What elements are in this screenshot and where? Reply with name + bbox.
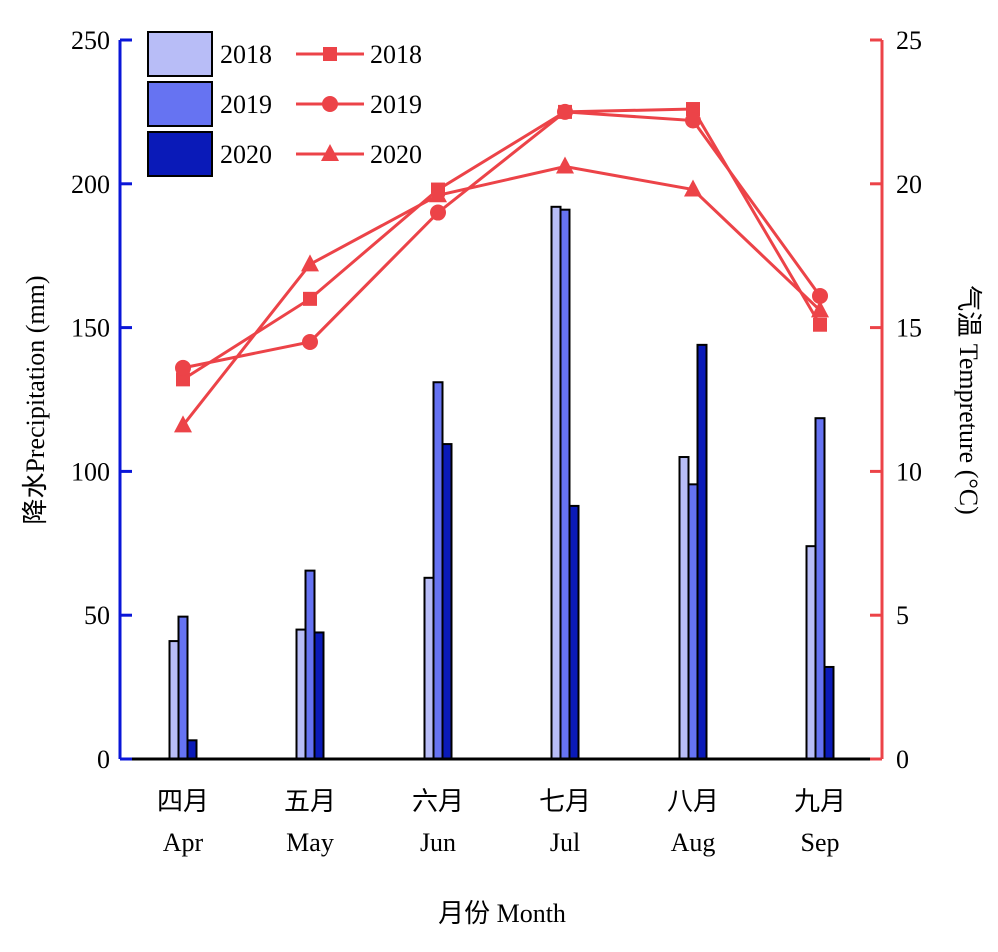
temperature-point-2018-may: [303, 291, 317, 306]
bar-2018-may: [295, 628, 307, 761]
legend-label-line-2018: 2018: [370, 40, 422, 69]
bars-layer: [168, 205, 835, 761]
bar-2020-aug: [696, 343, 708, 760]
legend-marker-2018: [323, 47, 337, 61]
legend: 2018 2019 2020 2018 2019 2020: [147, 31, 422, 177]
axes-layer: 0 50 100 150 200 250 0 5 10 15 20 25 四月 Apr 五月 May 六月 Jun…: [71, 26, 922, 857]
y-right-tick-label-25: 25: [896, 26, 922, 55]
bar-2019-apr: [177, 615, 189, 760]
legend-label-line-2019: 2019: [370, 90, 422, 119]
legend-swatch-bar-2020: [147, 131, 213, 177]
x-tick-label-jul: Jul: [550, 828, 580, 857]
temperature-point-2020-aug: [684, 179, 702, 197]
temperature-line-2019: [182, 110, 822, 370]
legend-label-bar-2020: 2020: [220, 140, 272, 169]
bar-2020-jun: [441, 443, 453, 760]
temperature-point-2020-may: [301, 254, 319, 272]
y-right-tick-label-5: 5: [896, 601, 909, 630]
bar-2020-may: [313, 631, 325, 760]
temperature-point-2019-aug: [685, 112, 701, 129]
legend-swatch-bar-2019: [147, 81, 213, 127]
temperature-point-2019-apr: [175, 359, 191, 376]
bar-2019-aug: [687, 483, 699, 760]
bar-2019-jun: [432, 381, 444, 760]
x-tick-label-cn-sep: 九月: [794, 787, 846, 816]
bar-2018-sep: [805, 545, 817, 761]
y-left-tick-label-50: 50: [84, 601, 110, 630]
temperature-line-2020: [181, 165, 822, 427]
temperature-point-2018-sep: [813, 317, 827, 332]
bar-2018-apr: [168, 640, 180, 760]
y-left-tick-label-150: 150: [71, 314, 110, 343]
temperature-point-2020-apr: [174, 415, 192, 433]
temperature-line-2018: [182, 107, 822, 381]
x-tick-label-cn-jun: 六月: [412, 787, 464, 816]
temperature-point-2020-sep: [811, 300, 829, 318]
bar-2019-sep: [814, 417, 826, 760]
y-right-tick-label-0: 0: [896, 745, 909, 774]
x-tick-label-apr: Apr: [163, 828, 204, 857]
x-axis-title: 月份 Month: [438, 899, 566, 928]
y-right-tick-label-15: 15: [896, 314, 922, 343]
bar-2019-jul: [559, 208, 571, 760]
x-tick-label-aug: Aug: [671, 828, 716, 857]
x-tick-label-cn-jul: 七月: [539, 787, 591, 816]
y-left-tick-label-250: 250: [71, 26, 110, 55]
x-tick-label-cn-may: 五月: [284, 787, 336, 816]
y-axis-right-title: 气温 Tempreture (°C): [954, 285, 983, 515]
temperature-point-2019-jun: [430, 204, 446, 221]
y-left-tick-label-0: 0: [97, 745, 110, 774]
bar-2019-may: [304, 569, 316, 761]
legend-label-bar-2019: 2019: [220, 90, 272, 119]
bar-2018-jul: [550, 205, 562, 761]
bar-2020-jul: [568, 504, 580, 760]
bar-2018-jun: [423, 576, 435, 761]
legend-label-line-2020: 2020: [370, 140, 422, 169]
bar-2018-aug: [678, 456, 690, 760]
y-right-tick-label-20: 20: [896, 170, 922, 199]
bar-2020-sep: [823, 665, 835, 761]
temperature-point-2020-jun: [429, 185, 447, 203]
temperature-point-2019-may: [302, 333, 318, 350]
legend-label-bar-2018: 2018: [220, 40, 272, 69]
bar-2020-apr: [186, 739, 198, 761]
legend-marker-2019: [322, 96, 338, 112]
temperature-point-2019-jul: [557, 103, 573, 120]
y-left-tick-label-100: 100: [71, 457, 110, 486]
temperature-lines-layer: [174, 102, 829, 433]
legend-marker-2020: [321, 144, 339, 161]
y-axis-left-title: 降水Precipitation (mm): [21, 275, 50, 524]
x-tick-label-sep: Sep: [801, 828, 840, 857]
temperature-point-2020-jul: [556, 156, 574, 174]
x-tick-label-jun: Jun: [420, 828, 456, 857]
y-left-tick-label-200: 200: [71, 170, 110, 199]
x-tick-label-may: May: [286, 828, 334, 857]
x-tick-label-cn-apr: 四月: [157, 787, 209, 816]
legend-swatch-bar-2018: [147, 31, 213, 77]
temperature-point-2018-apr: [176, 372, 190, 387]
temperature-point-2019-sep: [812, 287, 828, 304]
temperature-point-2018-aug: [686, 102, 700, 117]
y-right-tick-label-10: 10: [896, 457, 922, 486]
x-tick-label-cn-aug: 八月: [667, 787, 719, 816]
